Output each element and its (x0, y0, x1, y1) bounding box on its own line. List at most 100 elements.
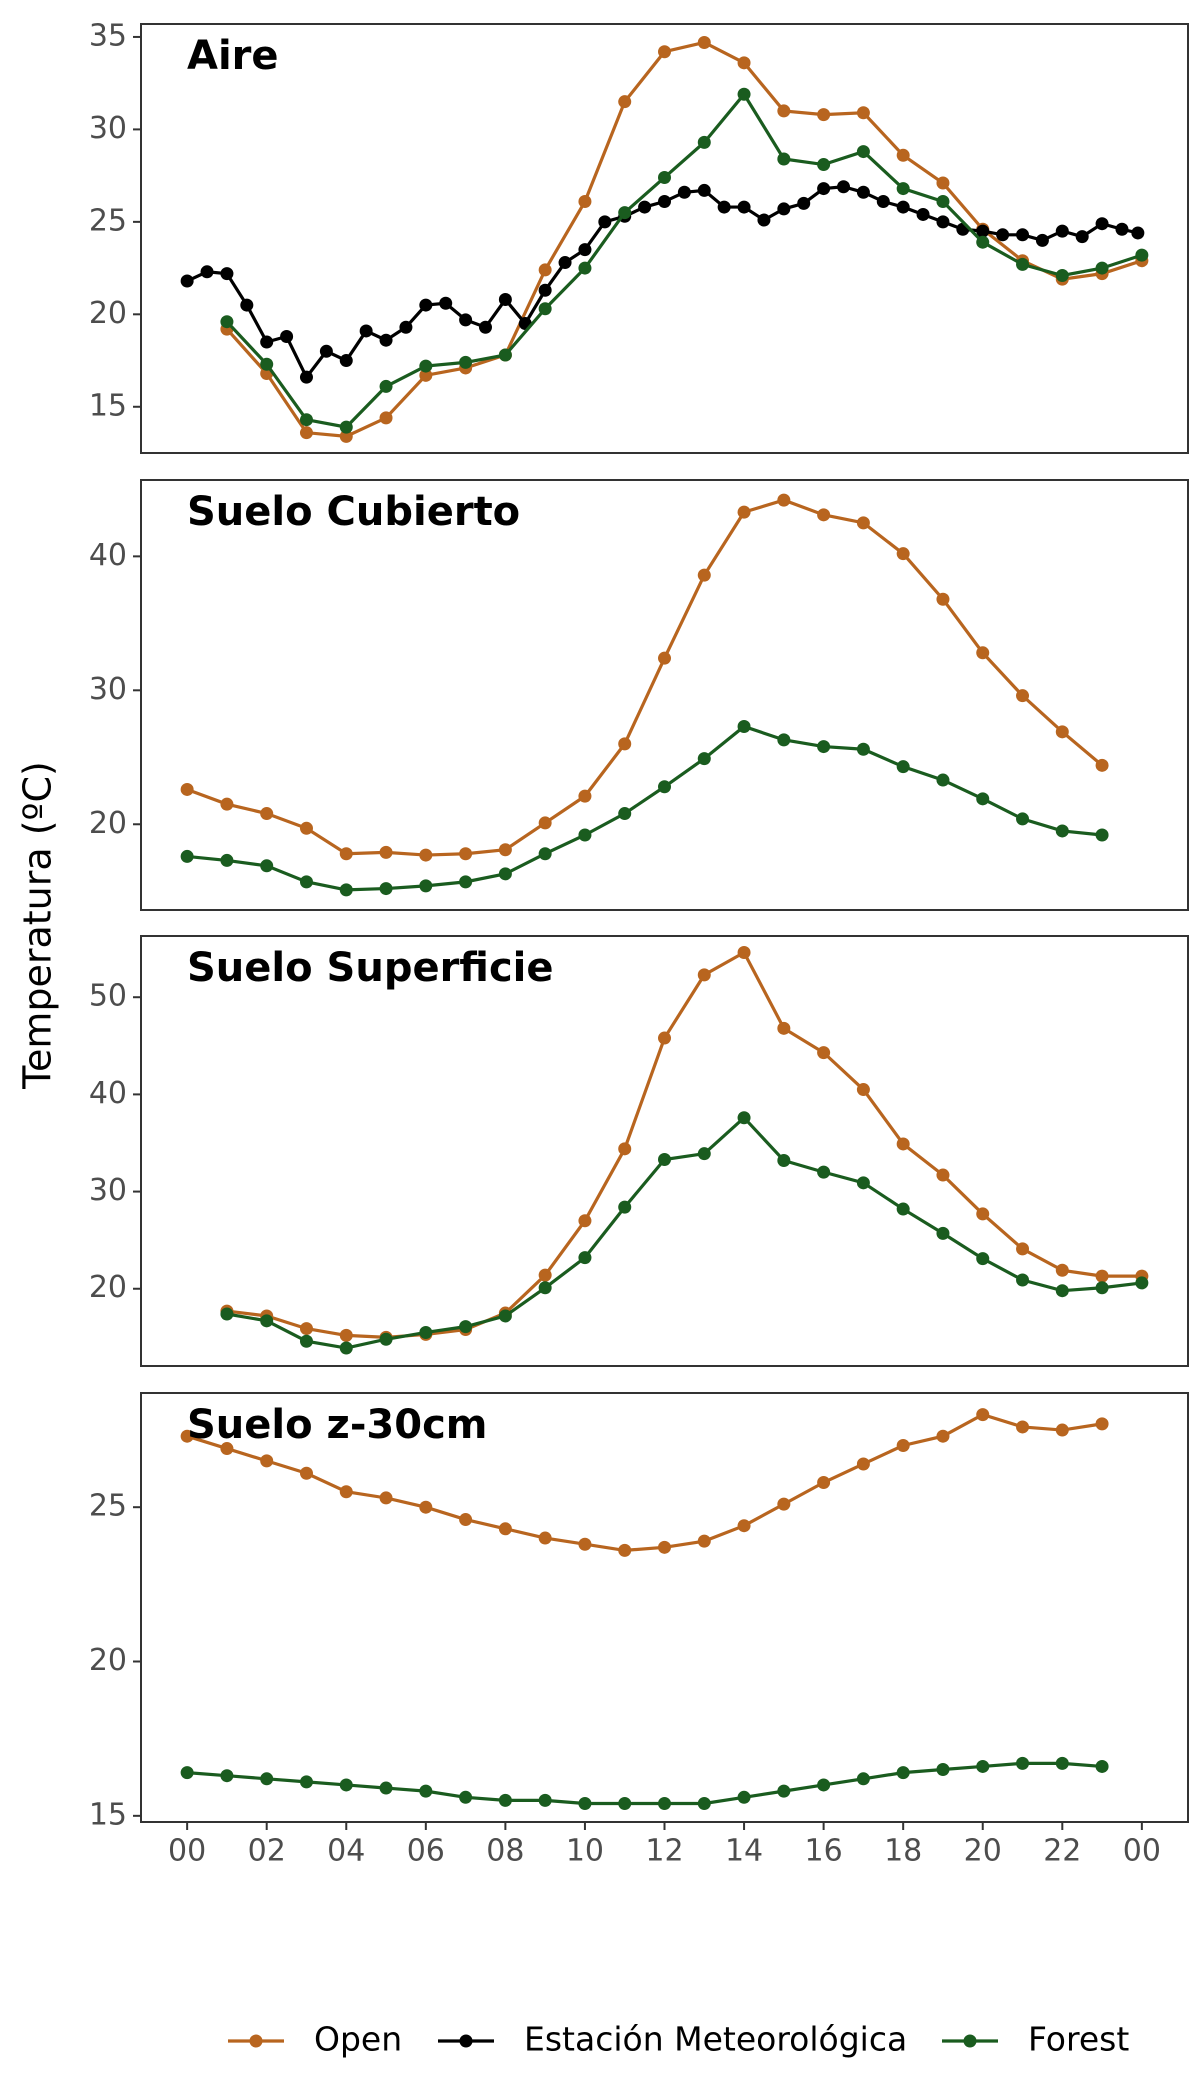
data-point (598, 215, 612, 229)
x-tick-label: 18 (884, 1834, 922, 1869)
data-point (220, 267, 234, 281)
data-point (299, 1466, 313, 1480)
data-point (538, 1281, 552, 1295)
data-point (1016, 689, 1030, 703)
legend-dot (459, 2034, 473, 2048)
data-point (1016, 228, 1030, 242)
data-point (618, 1200, 632, 1214)
data-point (339, 1328, 353, 1342)
data-point (578, 828, 592, 842)
y-tick-label: 50 (89, 979, 127, 1014)
y-tick-label: 15 (89, 1797, 127, 1832)
data-point (777, 733, 791, 747)
x-tick-label: 12 (645, 1834, 683, 1869)
data-point (658, 1540, 671, 1554)
data-point (618, 1796, 632, 1810)
data-point (658, 780, 671, 794)
data-point (936, 773, 950, 787)
data-point (856, 516, 870, 530)
data-point (1095, 828, 1109, 842)
data-point (339, 883, 353, 897)
data-point (419, 298, 433, 312)
data-point (1095, 261, 1109, 275)
data-point (379, 882, 393, 896)
data-point (976, 1759, 990, 1773)
data-point (1095, 1269, 1109, 1283)
data-point (856, 742, 870, 756)
data-point (578, 243, 592, 257)
data-point (498, 843, 512, 857)
data-point (538, 1531, 552, 1545)
legend-label: Open (314, 2020, 402, 2059)
data-point (478, 320, 492, 334)
data-point (876, 195, 890, 209)
data-point (896, 1202, 910, 1216)
data-point (936, 195, 950, 209)
data-point (697, 135, 711, 149)
data-point (299, 1334, 313, 1348)
data-point (658, 1031, 671, 1045)
data-point (737, 1790, 751, 1804)
data-point (658, 1153, 671, 1167)
data-point (976, 646, 990, 660)
data-point (757, 213, 771, 227)
data-point (737, 719, 751, 733)
data-point (1055, 1263, 1069, 1277)
data-point (299, 426, 313, 440)
data-point (677, 185, 691, 199)
data-point (538, 283, 552, 297)
data-point (578, 195, 592, 209)
data-point (777, 493, 791, 507)
y-tick-label: 15 (89, 388, 127, 423)
data-point (737, 946, 751, 960)
data-point (578, 1537, 592, 1551)
y-tick-label: 25 (89, 203, 127, 238)
x-tick-label: 22 (1043, 1834, 1081, 1869)
data-point (260, 1454, 274, 1468)
data-point (260, 807, 274, 821)
data-point (1016, 1273, 1030, 1287)
series-line (186, 1412, 1103, 1553)
data-point (817, 108, 831, 122)
data-point (459, 1790, 473, 1804)
data-point (737, 200, 751, 214)
data-point (1135, 1276, 1149, 1290)
data-point (976, 1252, 990, 1266)
data-point (817, 1165, 831, 1179)
panel-title: Suelo z-30cm (187, 1402, 487, 1448)
data-point (777, 1784, 791, 1798)
x-tick-label: 16 (805, 1834, 843, 1869)
data-point (379, 1332, 393, 1346)
data-point (777, 104, 791, 118)
data-point (618, 1142, 632, 1156)
y-tick-label: 40 (89, 1076, 127, 1111)
data-point (737, 505, 751, 519)
series-line (186, 498, 1104, 857)
data-point (817, 158, 831, 172)
data-point (578, 1251, 592, 1265)
data-point (936, 1763, 950, 1777)
data-point (1016, 1242, 1030, 1256)
data-point (896, 547, 910, 561)
data-point (180, 274, 194, 288)
data-point (856, 1457, 870, 1471)
data-point (697, 752, 711, 766)
data-point (777, 1021, 791, 1035)
data-point (419, 1784, 433, 1798)
y-tick-label: 35 (89, 18, 127, 53)
data-point (220, 315, 234, 329)
data-point (996, 228, 1010, 242)
data-point (578, 789, 592, 803)
y-tick-label: 20 (89, 806, 127, 841)
data-point (260, 859, 274, 873)
legend-dot (249, 2034, 263, 2048)
data-point (976, 235, 990, 249)
data-point (1095, 217, 1109, 231)
data-point (1135, 248, 1149, 262)
data-point (618, 206, 632, 220)
data-point (240, 298, 254, 312)
data-point (936, 215, 950, 229)
data-point (856, 1772, 870, 1786)
data-point (538, 1268, 552, 1282)
